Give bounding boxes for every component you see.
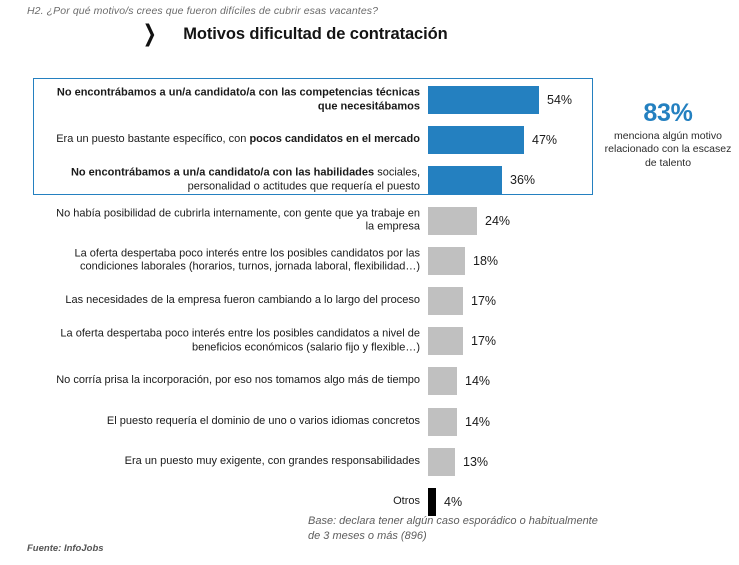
bar-value-label: 54% xyxy=(547,93,573,107)
page-title: Motivos dificultad de contratación xyxy=(183,25,448,43)
bar-value-label: 47% xyxy=(532,133,558,148)
bar-value-label: 4% xyxy=(444,495,463,509)
highlighted-top-answers-box xyxy=(33,78,593,195)
bar xyxy=(428,246,465,275)
bar-label: No encontrábamos a un/a candidato/a con … xyxy=(70,166,420,193)
bar-value-label: 14% xyxy=(465,414,491,429)
bar-value-label: 24% xyxy=(485,213,511,228)
bar-label: No había posibilidad de cubrirla interna… xyxy=(56,207,420,233)
bar-label: Era un puesto bastante específico, con p… xyxy=(56,133,420,146)
bar-label: El puesto requería el dominio de uno o v… xyxy=(106,414,420,427)
bar-label: La oferta despertaba poco interés entre … xyxy=(60,327,420,354)
key-stat-value: 83% xyxy=(643,99,693,127)
bar xyxy=(428,327,463,356)
bar-label: Las necesidades de la empresa fueron cam… xyxy=(65,294,420,307)
bar-value-label: 36% xyxy=(510,173,536,188)
bar-value-label: 14% xyxy=(465,374,491,389)
survey-question-text: H2. ¿Por qué motivo/s crees que fueron d… xyxy=(27,5,379,17)
bar xyxy=(428,206,477,235)
bar-label: Otros xyxy=(393,495,420,508)
bar xyxy=(428,407,457,436)
key-stat-description: menciona algún motivo relacionado con la… xyxy=(604,130,732,169)
chevron-right-icon: ❯ xyxy=(142,21,157,47)
bar xyxy=(428,367,457,396)
bar-label: La oferta despertaba poco interés entre … xyxy=(74,247,421,273)
bar-value-label: 17% xyxy=(471,334,497,349)
bar xyxy=(428,287,463,315)
base-note: Base: declara tener algún caso esporádic… xyxy=(308,515,598,542)
bar xyxy=(428,86,539,114)
bar xyxy=(428,166,502,195)
bar xyxy=(428,488,436,516)
source-note: Fuente: InfoJobs xyxy=(27,543,104,554)
bar xyxy=(428,447,455,476)
chart-header: ❯ Motivos dificultad de contratación xyxy=(140,23,448,46)
bar-value-label: 17% xyxy=(471,294,497,308)
bar-label: Era un puesto muy exigente, con grandes … xyxy=(124,455,420,467)
bar-label: No corría prisa la incorporación, por es… xyxy=(56,374,420,387)
bar xyxy=(428,126,524,155)
bar-value-label: 18% xyxy=(473,253,499,268)
key-stat-callout: 83% menciona algún motivo relacionado co… xyxy=(600,100,736,170)
bar-value-label: 13% xyxy=(463,454,489,469)
bar-label: No encontrábamos a un/a candidato/a con … xyxy=(56,86,420,112)
